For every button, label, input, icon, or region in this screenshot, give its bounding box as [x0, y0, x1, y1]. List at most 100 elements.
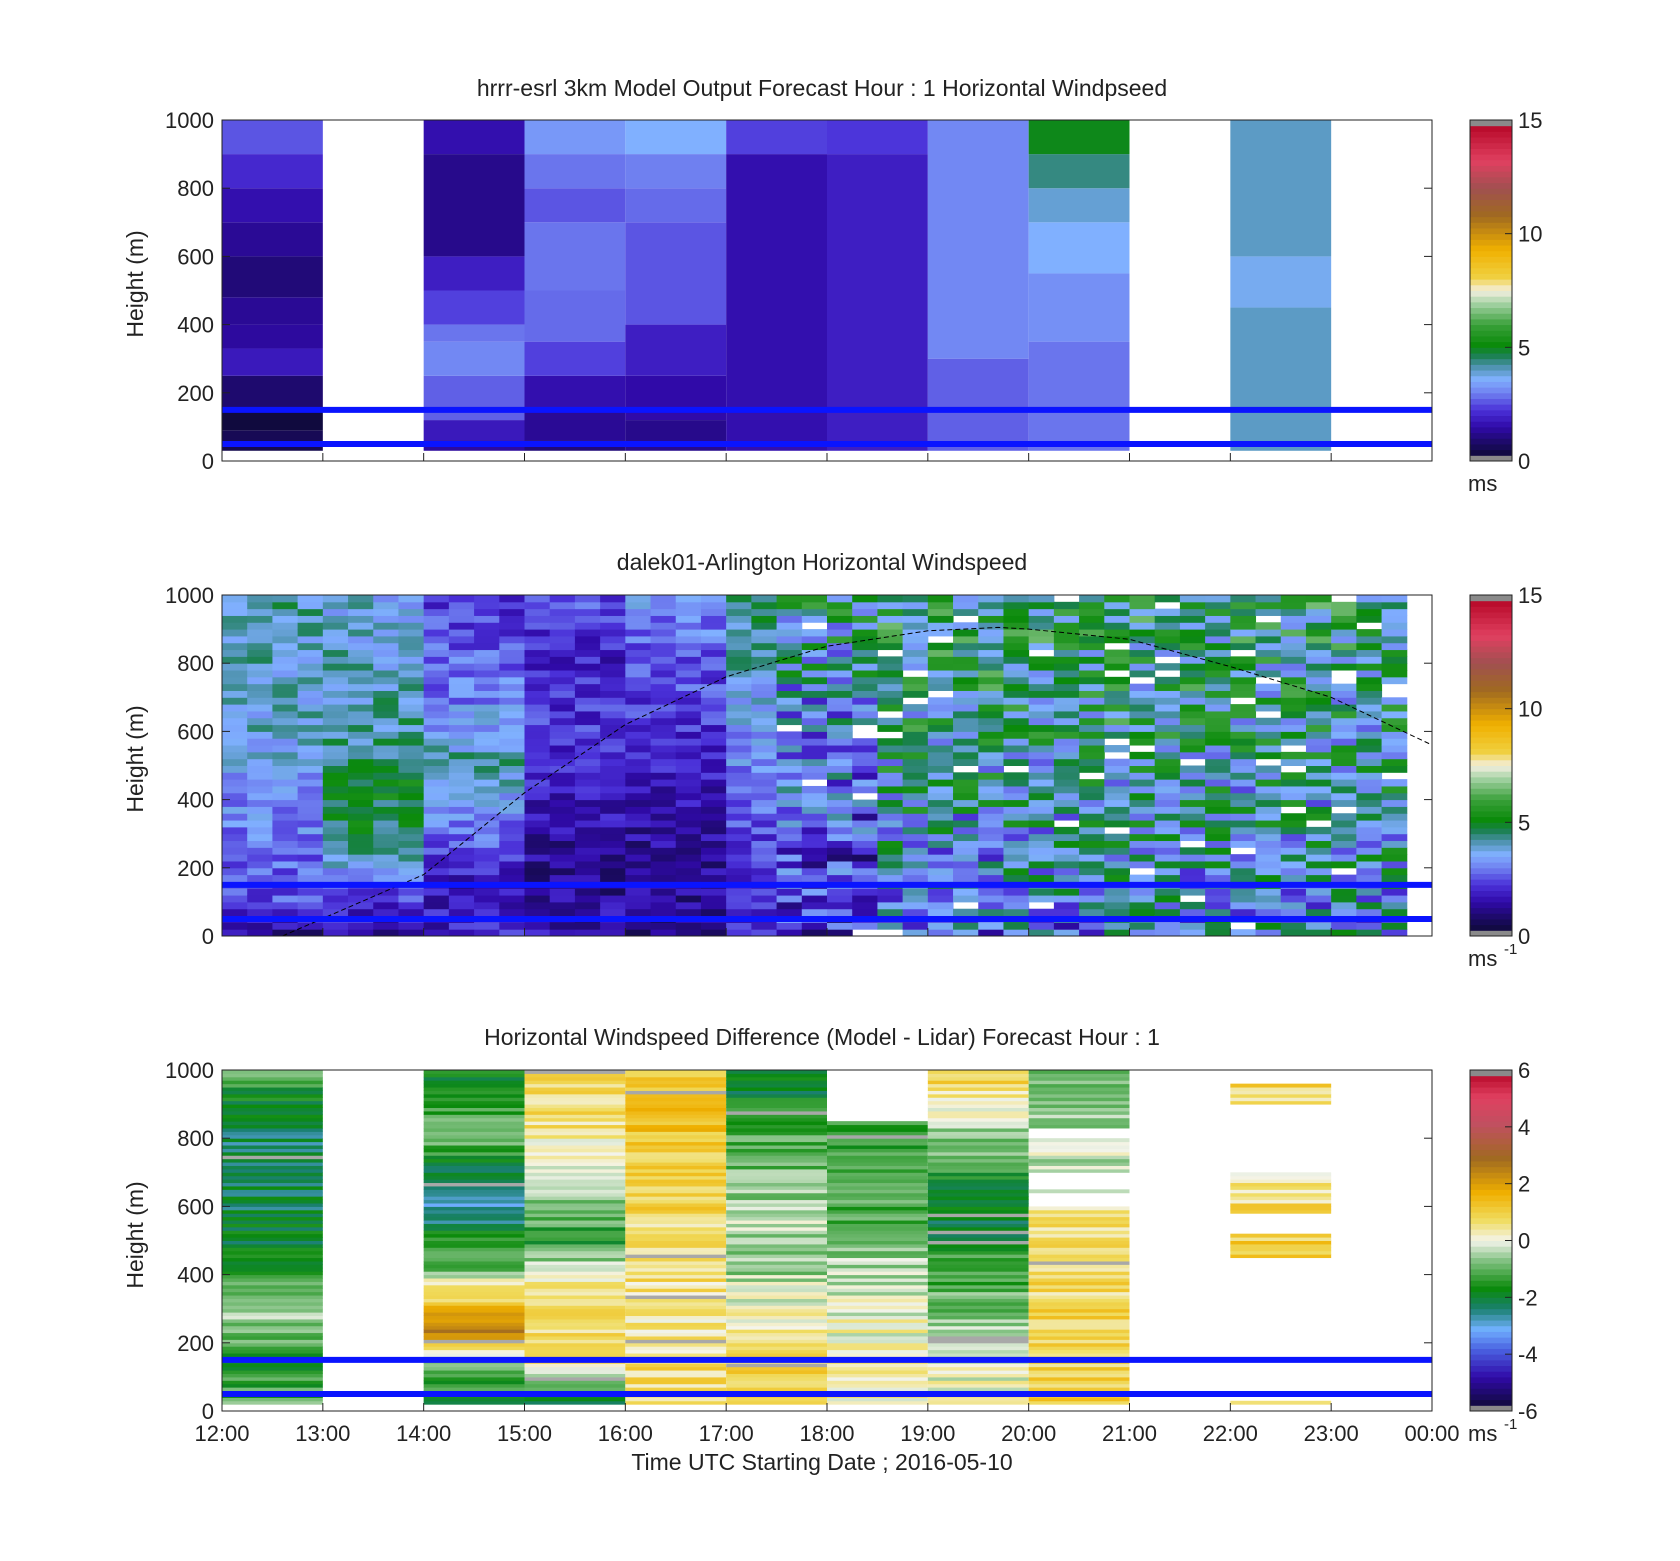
difference-cell [222, 1141, 323, 1146]
lidar-cell [549, 663, 576, 671]
difference-cell [423, 1325, 525, 1330]
lidar-cell [474, 785, 500, 794]
colorbar-segment [1470, 210, 1512, 218]
lidar-cell [1104, 676, 1130, 685]
lidar-cell [1205, 792, 1231, 801]
lidar-cell [222, 895, 248, 903]
difference-cell [927, 1107, 1029, 1112]
lidar-cell [1331, 683, 1357, 691]
difference-cell [423, 1192, 525, 1197]
lidar-cell [222, 826, 248, 835]
lidar-cell [827, 751, 853, 760]
lidar-cell [1381, 608, 1408, 616]
lidar-cell [1053, 704, 1080, 712]
lidar-cell [474, 895, 500, 903]
lidar-cell [776, 799, 803, 807]
lidar-cell [927, 670, 954, 678]
lidar-cell [1104, 922, 1130, 930]
difference-cell [827, 1209, 928, 1214]
lidar-cell [902, 615, 929, 623]
colorbar-segment [1470, 1109, 1512, 1116]
lidar-cell [222, 622, 248, 630]
lidar-cell [625, 901, 652, 910]
lidar-cell [978, 792, 1004, 801]
lidar-cell [751, 779, 778, 787]
difference-cell [827, 1339, 928, 1344]
lidar-cell [751, 745, 778, 753]
difference-cell [1028, 1151, 1130, 1156]
colorbar-segment [1470, 398, 1512, 405]
lidar-cell [852, 676, 878, 685]
lidar-cell [700, 758, 727, 766]
difference-cell [1028, 1121, 1130, 1126]
lidar-cell [927, 908, 954, 917]
lidar-cell [1179, 901, 1206, 910]
lidar-cell [902, 779, 929, 787]
lidar-cell [852, 683, 878, 691]
lidar-cell [801, 833, 828, 842]
lidar-cell [877, 629, 904, 637]
difference-cell [1028, 1213, 1130, 1218]
lidar-cell [574, 608, 601, 616]
difference-cell [423, 1206, 525, 1211]
difference-cell [222, 1267, 323, 1272]
lidar-cell [1053, 929, 1080, 937]
lidar-cell [927, 656, 954, 664]
lidar-cell [1280, 704, 1307, 712]
lidar-cell [751, 601, 778, 610]
lidar-cell [726, 649, 752, 657]
difference-cell [524, 1366, 626, 1371]
lidar-cell [726, 663, 752, 671]
difference-cell [524, 1158, 626, 1163]
lidar-cell [1003, 615, 1030, 623]
difference-cell [927, 1284, 1029, 1289]
difference-cell [726, 1233, 827, 1238]
lidar-cell [1154, 888, 1181, 896]
model-cell [222, 222, 323, 257]
difference-cell [222, 1158, 323, 1163]
lidar-cell [1230, 813, 1257, 821]
panel-model-ylabel: Height (m) [122, 230, 148, 337]
lidar-cell [600, 867, 626, 876]
lidar-cell [1129, 840, 1156, 848]
colorbar-segment [1470, 370, 1512, 377]
lidar-cell [574, 724, 601, 732]
difference-cell [524, 1370, 626, 1374]
lidar-cell [373, 683, 399, 691]
colorbar-segment [1470, 1308, 1512, 1315]
difference-cell [1028, 1090, 1130, 1095]
lidar-cell [751, 813, 778, 821]
colorbar-segment [1470, 120, 1512, 127]
lidar-cell [1053, 860, 1080, 869]
difference-cell [222, 1131, 323, 1136]
lidar-cell [1129, 738, 1156, 746]
lidar-cell [751, 731, 778, 739]
lidar-cell [852, 615, 878, 623]
difference-cell [1028, 1400, 1130, 1405]
difference-cell [726, 1172, 827, 1177]
difference-cell [726, 1185, 827, 1190]
lidar-cell [675, 663, 702, 671]
lidar-cell [1356, 929, 1383, 937]
lidar-cell [625, 847, 652, 855]
lidar-cell [1129, 724, 1156, 732]
lidar-cell [927, 772, 954, 780]
lidar-cell [1154, 649, 1181, 657]
colorbar-segment [1470, 1104, 1512, 1111]
lidar-cell [222, 642, 248, 651]
lidar-cell [1104, 704, 1130, 712]
lidar-cell [827, 704, 853, 712]
lidar-cell [978, 697, 1004, 705]
lidar-cell [776, 847, 803, 855]
lidar-cell [827, 922, 853, 930]
difference-cell [726, 1179, 827, 1184]
lidar-cell [902, 908, 929, 917]
lidar-cell [650, 656, 677, 664]
colorbar-segment [1470, 1263, 1512, 1270]
lidar-cell [600, 826, 626, 835]
lidar-cell [1179, 629, 1206, 637]
lidar-cell [877, 704, 904, 712]
difference-cell [726, 1223, 827, 1228]
lidar-cell [549, 710, 576, 719]
